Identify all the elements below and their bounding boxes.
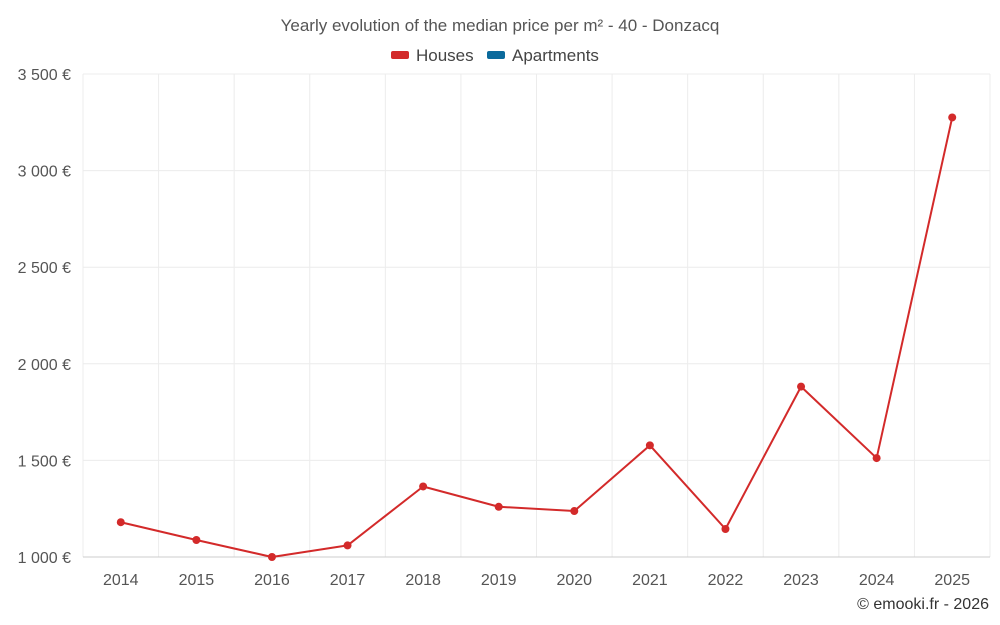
- data-point-houses-2021: [645, 441, 654, 450]
- x-tick-label: 2020: [556, 572, 592, 589]
- x-tick-label: 2019: [481, 572, 517, 589]
- data-point-houses-2014: [116, 518, 125, 527]
- grid: [82, 73, 991, 558]
- credit-text: © emooki.fr - 2026: [857, 596, 989, 613]
- x-tick-label: 2023: [783, 572, 819, 589]
- data-point-houses-2018: [419, 482, 428, 491]
- legend-swatch-houses: [391, 51, 409, 59]
- legend: Houses Apartments: [391, 46, 599, 65]
- data-point-houses-2023: [797, 382, 806, 391]
- data-point-houses-2015: [192, 535, 201, 544]
- legend-swatch-apartments: [487, 51, 505, 59]
- x-axis: 2014 2015 2016 2017 2018 2019 2020 2021 2022 2023…: [103, 572, 970, 589]
- x-tick-label: 2015: [179, 572, 215, 589]
- x-tick-label: 2018: [405, 572, 441, 589]
- x-tick-label: 2017: [330, 572, 366, 589]
- y-tick-label: 2 500 €: [18, 260, 71, 277]
- y-axis: 1 000 € 1 500 € 2 000 € 2 500 € 3 000 € 3 500…: [18, 67, 71, 567]
- x-tick-label: 2024: [859, 572, 895, 589]
- data-point-houses-2019: [494, 502, 503, 511]
- y-tick-label: 3 000 €: [18, 164, 71, 181]
- data-point-houses-2025: [948, 113, 957, 122]
- chart-title: Yearly evolution of the median price per…: [281, 16, 720, 35]
- series-line-houses: [120, 117, 954, 558]
- data-point-houses-2022: [721, 524, 730, 533]
- y-tick-label: 3 500 €: [18, 67, 71, 84]
- series-group: [116, 113, 957, 561]
- data-point-houses-2017: [343, 541, 352, 550]
- x-tick-label: 2021: [632, 572, 668, 589]
- x-tick-label: 2025: [934, 572, 970, 589]
- x-tick-label: 2022: [708, 572, 744, 589]
- x-tick-label: 2014: [103, 572, 139, 589]
- legend-label-apartments: Apartments: [512, 46, 599, 65]
- x-tick-label: 2016: [254, 572, 290, 589]
- data-point-houses-2020: [570, 507, 579, 516]
- legend-label-houses: Houses: [416, 46, 474, 65]
- data-point-houses-2016: [267, 553, 276, 561]
- y-tick-label: 1 500 €: [18, 453, 71, 470]
- data-point-houses-2024: [872, 454, 881, 463]
- y-tick-label: 2 000 €: [18, 357, 71, 374]
- y-tick-label: 1 000 €: [18, 550, 71, 567]
